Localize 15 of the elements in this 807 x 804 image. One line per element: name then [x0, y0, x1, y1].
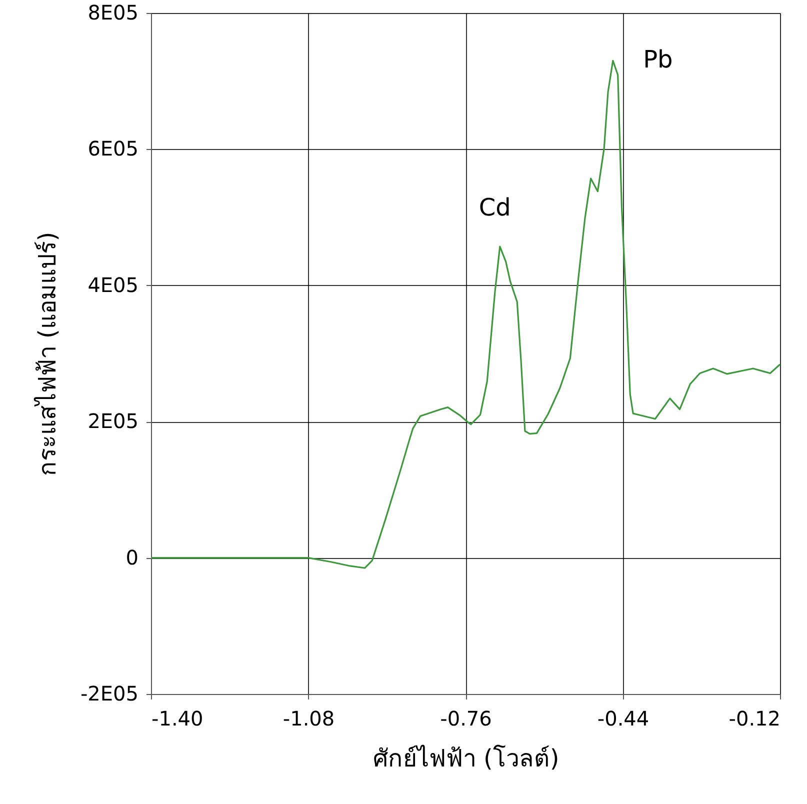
- y-tick-label: 0: [126, 545, 138, 570]
- x-tick-label: -0.12: [728, 706, 780, 730]
- x-axis-title: ศักย์ไฟฟ้า (โวลต์): [372, 744, 560, 772]
- x-tick-label: -1.08: [282, 706, 335, 730]
- x-tick-label: -0.76: [440, 706, 492, 730]
- annotation: Cd: [478, 194, 511, 222]
- y-tick-label: 4E05: [88, 272, 138, 297]
- x-tick-label: -0.44: [597, 706, 650, 730]
- y-tick-label: 8E05: [88, 0, 138, 24]
- y-axis-title: กระแสไฟฟ้า (แอมแปร์): [33, 232, 62, 476]
- y-tick-label: 6E05: [88, 136, 138, 161]
- y-tick-label: -2E05: [80, 682, 138, 706]
- x-tick-label: -1.40: [152, 706, 204, 730]
- annotation: Pb: [643, 46, 673, 74]
- y-tick-label: 2E05: [88, 409, 138, 434]
